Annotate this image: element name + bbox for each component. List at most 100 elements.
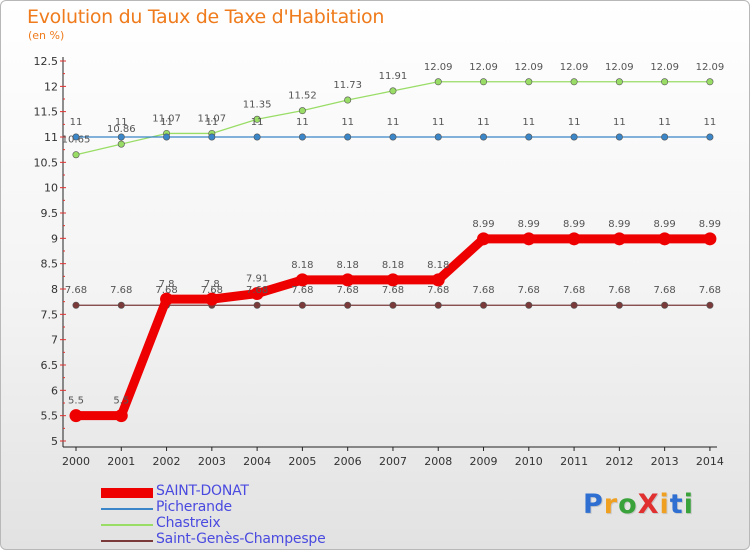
legend-label: Saint-Genès-Champespe (156, 531, 326, 547)
data-point-picherande (525, 133, 533, 141)
y-tick-label: 10.5 (34, 156, 59, 169)
data-label-saint-gen-s-champespe: 7.68 (699, 285, 721, 296)
data-point-chastreix (480, 78, 488, 86)
legend-swatch (101, 488, 153, 498)
data-point-chastreix (344, 96, 352, 104)
data-point-picherande (434, 133, 442, 141)
data-point-chastreix (389, 87, 397, 95)
data-label-picherande: 11 (704, 117, 717, 128)
data-label-picherande: 11 (522, 117, 535, 128)
legend-label: Chastreix (156, 515, 221, 531)
data-label-saint-gen-s-champespe: 7.68 (246, 285, 268, 296)
data-point-saint-gen-s-champespe (434, 301, 442, 309)
data-point-picherande (706, 133, 714, 141)
data-point-chastreix (298, 107, 306, 115)
data-point-chastreix (117, 140, 125, 148)
data-point-picherande (344, 133, 352, 141)
data-point-chastreix (661, 78, 669, 86)
x-tick-label: 2010 (515, 455, 543, 468)
y-tick-label: 11.5 (34, 106, 59, 119)
data-point-picherande (298, 133, 306, 141)
x-tick-label: 2003 (198, 455, 226, 468)
data-point-saint-donat (69, 409, 83, 423)
y-tick-label: 11 (44, 131, 58, 144)
data-label-chastreix: 12.09 (424, 62, 453, 73)
legend-item: Saint-Genès-Champespe (101, 531, 361, 549)
x-tick-label: 2014 (696, 455, 724, 468)
data-label-picherande: 11 (205, 117, 218, 128)
y-tick-label: 7.5 (41, 308, 59, 321)
y-tick-label: 6.5 (41, 359, 59, 372)
data-label-picherande: 11 (432, 117, 445, 128)
data-point-picherande (117, 133, 125, 141)
data-label-picherande: 11 (341, 117, 354, 128)
data-label-chastreix: 12.09 (650, 62, 679, 73)
data-point-chastreix (253, 115, 261, 123)
data-point-chastreix (615, 78, 623, 86)
y-tick-label: 5 (51, 435, 58, 448)
data-label-picherande: 11 (387, 117, 400, 128)
data-point-saint-donat (567, 232, 581, 246)
data-point-picherande (615, 133, 623, 141)
data-point-chastreix (72, 151, 80, 159)
data-label-saint-gen-s-champespe: 7.68 (563, 285, 585, 296)
data-point-saint-gen-s-champespe (72, 301, 80, 309)
y-tick-label: 12.5 (34, 55, 59, 68)
x-tick-label: 2013 (651, 455, 679, 468)
y-tick-label: 9.5 (41, 207, 59, 220)
data-point-saint-gen-s-champespe (117, 301, 125, 309)
data-label-saint-gen-s-champespe: 7.68 (337, 285, 359, 296)
data-point-saint-donat (703, 232, 717, 246)
data-label-saint-gen-s-champespe: 7.68 (427, 285, 449, 296)
data-point-saint-gen-s-champespe (615, 301, 623, 309)
data-point-saint-donat (160, 292, 174, 306)
data-point-picherande (480, 133, 488, 141)
data-point-saint-gen-s-champespe (661, 301, 669, 309)
data-label-saint-gen-s-champespe: 7.68 (291, 285, 313, 296)
x-tick-label: 2008 (424, 455, 452, 468)
y-tick-label: 6 (51, 384, 58, 397)
data-point-saint-donat (612, 232, 626, 246)
data-label-chastreix: 10.86 (107, 124, 136, 135)
y-tick-label: 9 (51, 232, 58, 245)
data-label-saint-donat: 8.99 (699, 219, 721, 230)
data-label-saint-gen-s-champespe: 7.68 (382, 285, 404, 296)
data-label-saint-donat: 7.8 (159, 279, 175, 290)
data-label-saint-donat: 5.5 (113, 396, 129, 407)
data-point-chastreix (434, 78, 442, 86)
data-label-chastreix: 11.35 (243, 99, 272, 110)
legend-item: SAINT-DONAT (101, 483, 361, 501)
data-label-saint-gen-s-champespe: 7.68 (110, 285, 132, 296)
data-point-saint-donat (431, 273, 445, 287)
data-label-saint-donat: 8.99 (608, 219, 630, 230)
x-tick-label: 2009 (470, 455, 498, 468)
data-point-picherande (389, 133, 397, 141)
data-label-saint-donat: 7.8 (204, 279, 220, 290)
proxiti-logo: ProXiti (583, 489, 694, 520)
data-label-saint-gen-s-champespe: 7.68 (472, 285, 494, 296)
data-point-saint-gen-s-champespe (525, 301, 533, 309)
x-tick-label: 2007 (379, 455, 407, 468)
data-label-picherande: 11 (251, 117, 264, 128)
data-label-saint-gen-s-champespe: 7.68 (65, 285, 87, 296)
data-label-chastreix: 11.52 (288, 91, 317, 102)
data-point-picherande (208, 133, 216, 141)
chart-title: Evolution du Taux de Taxe d'Habitation (27, 6, 385, 28)
data-point-saint-gen-s-champespe (389, 301, 397, 309)
data-label-saint-donat: 8.18 (382, 260, 404, 271)
y-tick-label: 8 (51, 283, 58, 296)
legend-swatch (101, 540, 153, 542)
x-tick-label: 2000 (62, 455, 90, 468)
data-label-picherande: 11 (613, 117, 626, 128)
y-tick-label: 8.5 (41, 258, 59, 271)
data-point-picherande (72, 133, 80, 141)
data-label-picherande: 11 (477, 117, 490, 128)
data-point-saint-donat (477, 232, 491, 246)
data-label-picherande: 11 (568, 117, 581, 128)
data-label-chastreix: 11.73 (333, 80, 362, 91)
data-label-chastreix: 12.09 (560, 62, 589, 73)
logo-letter: r (603, 489, 619, 520)
data-point-saint-gen-s-champespe (570, 301, 578, 309)
data-label-saint-donat: 8.18 (291, 260, 313, 271)
